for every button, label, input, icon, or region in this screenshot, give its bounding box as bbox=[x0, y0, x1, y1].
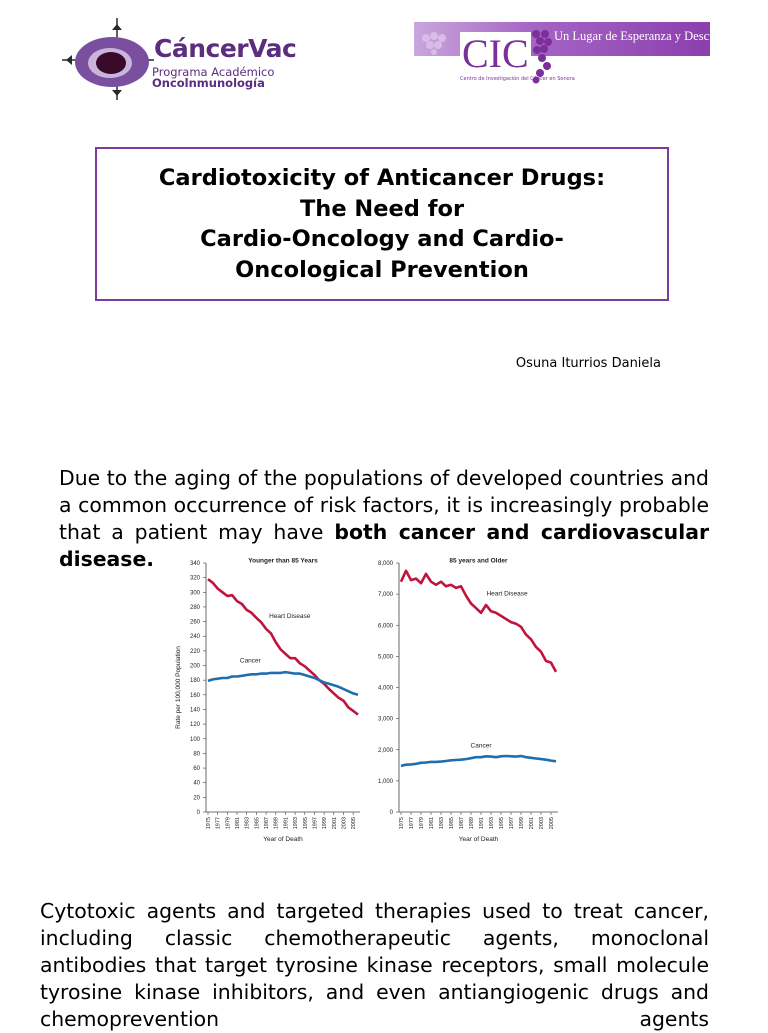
y-tick-label: 220 bbox=[190, 649, 201, 655]
x-tick-label: 1987 bbox=[264, 817, 270, 829]
intro-text: Due to the aging of the populations of d… bbox=[59, 466, 709, 544]
y-tick-label: 2,000 bbox=[378, 748, 394, 754]
y-tick-label: 0 bbox=[390, 810, 394, 816]
x-tick-label: 2003 bbox=[539, 817, 545, 829]
chart-title: 85 years and Older bbox=[449, 558, 508, 565]
x-tick-label: 1991 bbox=[283, 817, 289, 829]
x-tick-label: 1981 bbox=[429, 817, 435, 829]
x-tick-label: 1997 bbox=[509, 817, 515, 829]
y-tick-label: 120 bbox=[190, 722, 201, 728]
series-line-cancer bbox=[400, 754, 557, 768]
mortality-charts: 0 20 40 60 80 100 120 140 160 180 200 220 240 260 280 3… bbox=[168, 555, 568, 845]
series-label: Heart Disease bbox=[269, 613, 311, 620]
x-tick-label: 1985 bbox=[254, 817, 260, 829]
x-tick-label: 1999 bbox=[322, 817, 328, 829]
body-paragraph: Cytotoxic agents and targeted therapies … bbox=[40, 899, 709, 1031]
y-tick-label: 240 bbox=[190, 634, 201, 640]
y-tick-label: 1,000 bbox=[378, 779, 394, 785]
y-tick-label: 300 bbox=[190, 590, 201, 596]
y-tick-label: 7,000 bbox=[378, 592, 394, 598]
x-tick-label: 1977 bbox=[409, 817, 415, 829]
x-tick-label: 1993 bbox=[489, 817, 495, 829]
intro-paragraph: Due to the aging of the populations of d… bbox=[59, 465, 709, 573]
x-tick-label: 1983 bbox=[439, 817, 445, 829]
y-tick-label: 160 bbox=[190, 693, 201, 699]
x-tick-label: 1997 bbox=[312, 817, 318, 829]
y-axis-label: Rate per 100,000 Population bbox=[175, 646, 182, 729]
x-tick-label: 1985 bbox=[449, 817, 455, 829]
x-tick-label: 1979 bbox=[225, 817, 231, 829]
x-tick-label: 1983 bbox=[245, 817, 251, 829]
y-tick-label: 20 bbox=[193, 795, 200, 801]
series-label: Cancer bbox=[240, 658, 262, 665]
logo-cic-subtext: Centro de Investigación del Cáncer en So… bbox=[460, 76, 575, 82]
series-line-cancer bbox=[207, 670, 359, 697]
y-tick-label: 4,000 bbox=[378, 686, 394, 692]
logo-tagline: Un Lugar de Esperanza y Descubrimiento bbox=[554, 29, 764, 43]
y-tick-label: 140 bbox=[190, 707, 201, 713]
y-tick-label: 180 bbox=[190, 678, 201, 684]
y-tick-label: 320 bbox=[190, 576, 201, 582]
x-tick-label: 1987 bbox=[459, 817, 465, 829]
x-tick-label: 1995 bbox=[303, 817, 309, 829]
logo-subtitle: Programa Académico bbox=[152, 65, 275, 79]
y-tick-label: 5,000 bbox=[378, 654, 394, 660]
y-tick-label: 80 bbox=[193, 751, 200, 757]
series-line-heart-disease bbox=[399, 569, 558, 673]
logo-brand: CáncerVac bbox=[154, 34, 297, 63]
author-name: Osuna Iturrios Daniela bbox=[515, 356, 661, 371]
x-tick-label: 1975 bbox=[206, 817, 212, 829]
y-tick-label: 260 bbox=[190, 620, 201, 626]
x-tick-label: 1989 bbox=[274, 817, 280, 829]
x-tick-label: 2005 bbox=[351, 817, 357, 829]
x-tick-label: 1989 bbox=[469, 817, 475, 829]
document-title: Cardiotoxicity of Anticancer Drugs: The … bbox=[158, 165, 606, 283]
y-tick-label: 200 bbox=[190, 664, 201, 670]
x-tick-label: 1981 bbox=[235, 817, 241, 829]
cic-logo: CIC Un Lugar de Esperanza y Descubrimien… bbox=[414, 20, 764, 84]
cancervac-logo: CáncerVac Programa Académico Oncolnmunol… bbox=[62, 18, 297, 100]
series-label: Cancer bbox=[471, 742, 493, 749]
series-line-heart-disease bbox=[207, 578, 359, 716]
y-tick-label: 3,000 bbox=[378, 717, 394, 723]
x-tick-label: 1991 bbox=[479, 817, 485, 829]
x-tick-label: 1975 bbox=[399, 817, 405, 829]
cancervac-emblem bbox=[62, 18, 154, 100]
y-tick-label: 6,000 bbox=[378, 623, 394, 629]
title-box: Cardiotoxicity of Anticancer Drugs: The … bbox=[95, 147, 669, 301]
logo-cic-mark: CIC bbox=[460, 31, 531, 76]
intro-emphasis: both cancer and cardiovascular disease. bbox=[59, 520, 710, 571]
x-tick-label: 2005 bbox=[549, 817, 555, 829]
y-tick-label: 8,000 bbox=[378, 561, 394, 567]
x-tick-label: 1995 bbox=[499, 817, 505, 829]
chart-title: Younger than 85 Years bbox=[248, 558, 318, 565]
x-axis-label: Year of Death bbox=[263, 836, 303, 843]
x-tick-label: 2001 bbox=[529, 817, 535, 829]
x-tick-label: 2001 bbox=[332, 817, 338, 829]
y-tick-label: 60 bbox=[193, 766, 200, 772]
x-tick-label: 1977 bbox=[216, 817, 222, 829]
y-tick-label: 100 bbox=[190, 737, 201, 743]
x-tick-label: 2003 bbox=[341, 817, 347, 829]
y-tick-label: 40 bbox=[193, 781, 200, 787]
x-tick-label: 1999 bbox=[519, 817, 525, 829]
chart-canvas: 0 20 40 60 80 100 120 140 160 180 200 220 240 260 280 3… bbox=[175, 558, 558, 843]
y-tick-label: 0 bbox=[197, 810, 201, 816]
y-tick-label: 340 bbox=[190, 561, 201, 567]
logo-subtitle-bold: Oncolnmunología bbox=[152, 76, 265, 90]
y-tick-label: 280 bbox=[190, 605, 201, 611]
grape-cluster-icon bbox=[422, 32, 446, 55]
series-label: Heart Disease bbox=[486, 590, 528, 597]
grape-cluster-icon bbox=[532, 30, 552, 84]
x-axis-label: Year of Death bbox=[459, 836, 499, 843]
x-tick-label: 1979 bbox=[419, 817, 425, 829]
x-tick-label: 1993 bbox=[293, 817, 299, 829]
